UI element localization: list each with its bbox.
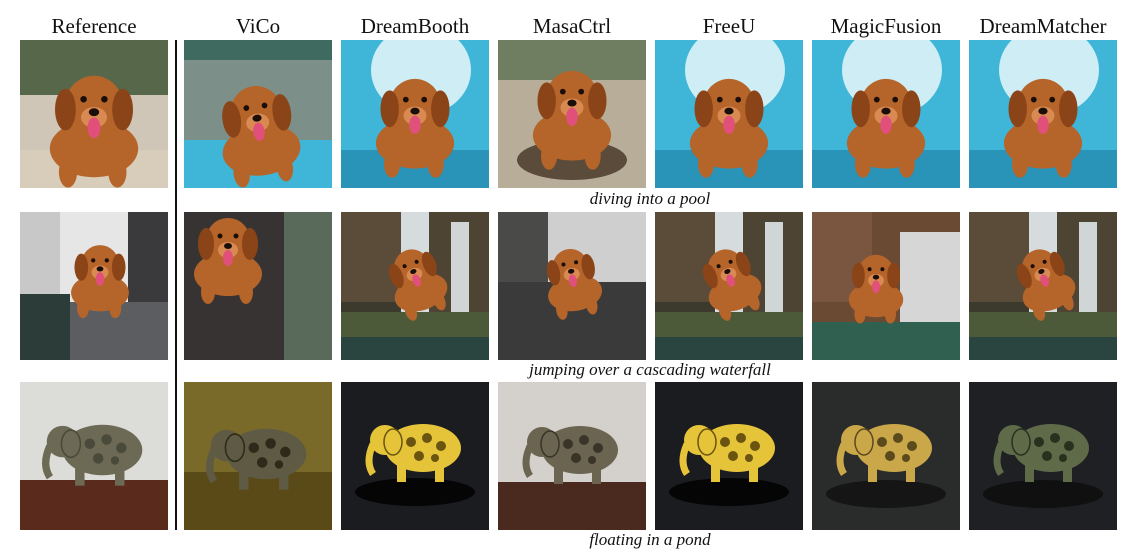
image-dreambooth-row-2 bbox=[341, 212, 489, 360]
image-dreammatcher-row-2 bbox=[969, 212, 1117, 360]
column-header-masactrl: MasaCtrl bbox=[532, 14, 612, 38]
reference-divider bbox=[175, 40, 177, 530]
image-reference-row-3 bbox=[20, 382, 168, 530]
column-header-dreammatcher: DreamMatcher bbox=[979, 14, 1107, 38]
image-masactrl-row-3 bbox=[498, 382, 646, 530]
image-vico-row-3 bbox=[184, 382, 332, 530]
image-dreammatcher-row-3 bbox=[969, 382, 1117, 530]
image-freeu-row-1 bbox=[655, 40, 803, 188]
image-vico-row-1 bbox=[184, 40, 332, 188]
row-caption-2: jumping over a cascading waterfall bbox=[529, 360, 771, 379]
image-masactrl-row-2 bbox=[498, 212, 646, 360]
row-caption-3: floating in a pond bbox=[589, 530, 711, 549]
image-dreambooth-row-1 bbox=[341, 40, 489, 188]
column-header-vico: ViCo bbox=[235, 14, 281, 38]
image-vico-row-2 bbox=[184, 212, 332, 360]
row-caption-1: diving into a pool bbox=[589, 189, 711, 208]
image-dreammatcher-row-1 bbox=[969, 40, 1117, 188]
image-magicfusion-row-2 bbox=[812, 212, 960, 360]
column-header-freeu: FreeU bbox=[702, 14, 756, 38]
image-magicfusion-row-3 bbox=[812, 382, 960, 530]
image-reference-row-1 bbox=[20, 40, 168, 188]
column-header-dreambooth: DreamBooth bbox=[360, 14, 470, 38]
image-reference-row-2 bbox=[20, 212, 168, 360]
image-masactrl-row-1 bbox=[498, 40, 646, 188]
column-header-reference: Reference bbox=[51, 14, 137, 38]
image-dreambooth-row-3 bbox=[341, 382, 489, 530]
image-magicfusion-row-1 bbox=[812, 40, 960, 188]
image-freeu-row-3 bbox=[655, 382, 803, 530]
image-freeu-row-2 bbox=[655, 212, 803, 360]
column-header-magicfusion: MagicFusion bbox=[830, 14, 942, 38]
